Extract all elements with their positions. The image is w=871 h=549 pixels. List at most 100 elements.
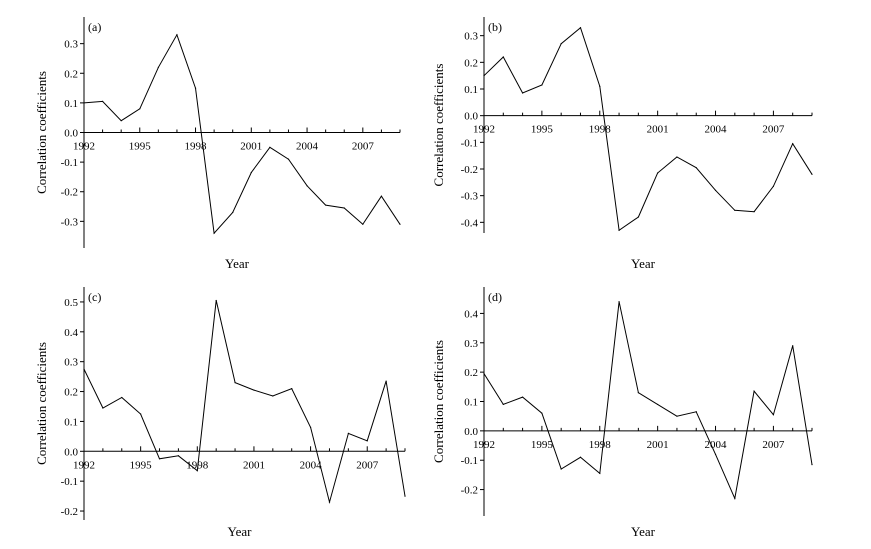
data-point: [102, 407, 104, 409]
data-point: [366, 440, 368, 442]
data-point: [347, 432, 349, 434]
y-axis-title: Correlation coefficients: [34, 71, 49, 194]
panel-label: (a): [88, 20, 101, 34]
y-tick-label: 0.0: [64, 128, 78, 140]
y-tick-label: 0.0: [464, 426, 478, 438]
data-point: [483, 75, 485, 77]
chart-panel-a: 0.3 0.2 0.1 0.0 -0.1 -0.2 -0.3 1992 1995 1998 2001…: [34, 17, 401, 271]
y-axis-title: Correlation coefficients: [431, 64, 446, 187]
y-tick-label: 0.2: [464, 57, 478, 69]
data-point: [695, 411, 697, 413]
data-point: [637, 392, 639, 394]
series-line: [83, 33, 401, 235]
y-tick-label: -0.3: [461, 191, 479, 203]
series-line: [83, 300, 406, 505]
y-tick-label: -0.3: [61, 216, 79, 228]
y-tick-label: -0.2: [61, 506, 78, 518]
data-point: [502, 403, 504, 406]
data-point: [541, 412, 543, 414]
data-point: [521, 92, 524, 94]
x-tick-label: 1992: [73, 141, 95, 153]
x-tick-label: 1995: [531, 439, 554, 451]
y-tick-label: 0.1: [64, 416, 78, 428]
y-tick-label: 0.4: [464, 308, 478, 320]
data-point: [792, 143, 794, 145]
data-point: [734, 209, 736, 211]
data-point: [399, 223, 401, 225]
data-point: [253, 389, 255, 391]
x-tick-label: 1995: [531, 124, 554, 136]
y-axis-title: Correlation coefficients: [431, 340, 446, 463]
data-point: [560, 43, 562, 45]
x-tick-label: 1995: [129, 141, 152, 153]
data-point: [196, 470, 198, 472]
data-point: [140, 413, 142, 415]
data-point: [234, 381, 236, 384]
data-point: [657, 172, 659, 174]
y-tick-label: 0.1: [464, 397, 478, 409]
data-point: [772, 414, 775, 416]
data-point: [714, 189, 717, 191]
x-tick-label: 2001: [647, 439, 669, 451]
panel-label: (c): [88, 290, 101, 304]
y-tick-label: -0.4: [461, 217, 479, 229]
x-tick-label: 2001: [243, 459, 265, 471]
data-point: [176, 34, 178, 36]
data-point: [618, 301, 620, 303]
data-point: [309, 426, 312, 428]
y-tick-label: -0.1: [461, 455, 478, 467]
series-line: [483, 26, 813, 232]
y-tick-label: -0.2: [461, 164, 478, 176]
x-axis-title: Year: [631, 256, 656, 271]
x-tick-label: 2007: [762, 124, 785, 136]
data-point: [287, 158, 290, 160]
data-point: [772, 185, 775, 187]
data-point: [502, 56, 504, 58]
data-point: [213, 232, 215, 234]
y-tick-label: -0.1: [61, 476, 78, 488]
data-point: [811, 464, 813, 466]
x-tick-label: 1998: [589, 124, 612, 136]
data-point: [194, 87, 197, 89]
y-tick-label: 0.2: [64, 387, 78, 399]
y-tick-label: -0.2: [461, 485, 478, 497]
data-point: [618, 229, 620, 231]
data-point: [599, 472, 601, 475]
data-point: [291, 387, 293, 390]
x-tick-label: 2007: [352, 141, 375, 153]
chart-panel-b: 0.3 0.2 0.1 0.0 -0.1 -0.2 -0.3 -0.4 1992 1995 1998…: [431, 17, 813, 271]
x-axis-title: Year: [228, 524, 253, 539]
data-point: [521, 396, 524, 398]
x-tick-label: 2004: [705, 439, 728, 451]
y-tick-label: 0.3: [64, 357, 78, 369]
data-point: [599, 85, 601, 87]
y-tick-label: 0.3: [64, 39, 78, 51]
x-tick-label: 1992: [473, 124, 495, 136]
chart-panel-d: 0.4 0.3 0.2 0.1 0.0 -0.1 -0.2 1992 1995 1998 2001 2…: [431, 287, 813, 539]
y-tick-label: 0.1: [64, 98, 78, 110]
y-tick-label: 0.2: [64, 68, 78, 80]
y-tick-label: 0.4: [64, 327, 78, 339]
x-tick-label: 1992: [73, 459, 95, 471]
y-tick-label: 0.2: [464, 367, 478, 379]
data-point: [157, 66, 159, 68]
data-point: [792, 345, 794, 347]
x-tick-label: 1992: [473, 439, 495, 451]
data-point: [177, 455, 180, 457]
data-point: [541, 84, 543, 86]
x-axis-title: Year: [631, 524, 656, 539]
data-point: [362, 223, 364, 225]
data-point: [676, 415, 678, 417]
x-tick-label: 2007: [762, 439, 785, 451]
data-point: [325, 204, 327, 206]
data-point: [215, 299, 217, 302]
data-point: [637, 216, 639, 218]
data-point: [695, 167, 697, 169]
data-point: [385, 380, 387, 382]
x-tick-label: 1998: [185, 141, 208, 153]
y-tick-label: 0.3: [464, 338, 478, 350]
data-point: [404, 495, 406, 497]
data-point: [676, 156, 678, 158]
data-point: [83, 368, 85, 370]
data-point: [343, 207, 345, 209]
